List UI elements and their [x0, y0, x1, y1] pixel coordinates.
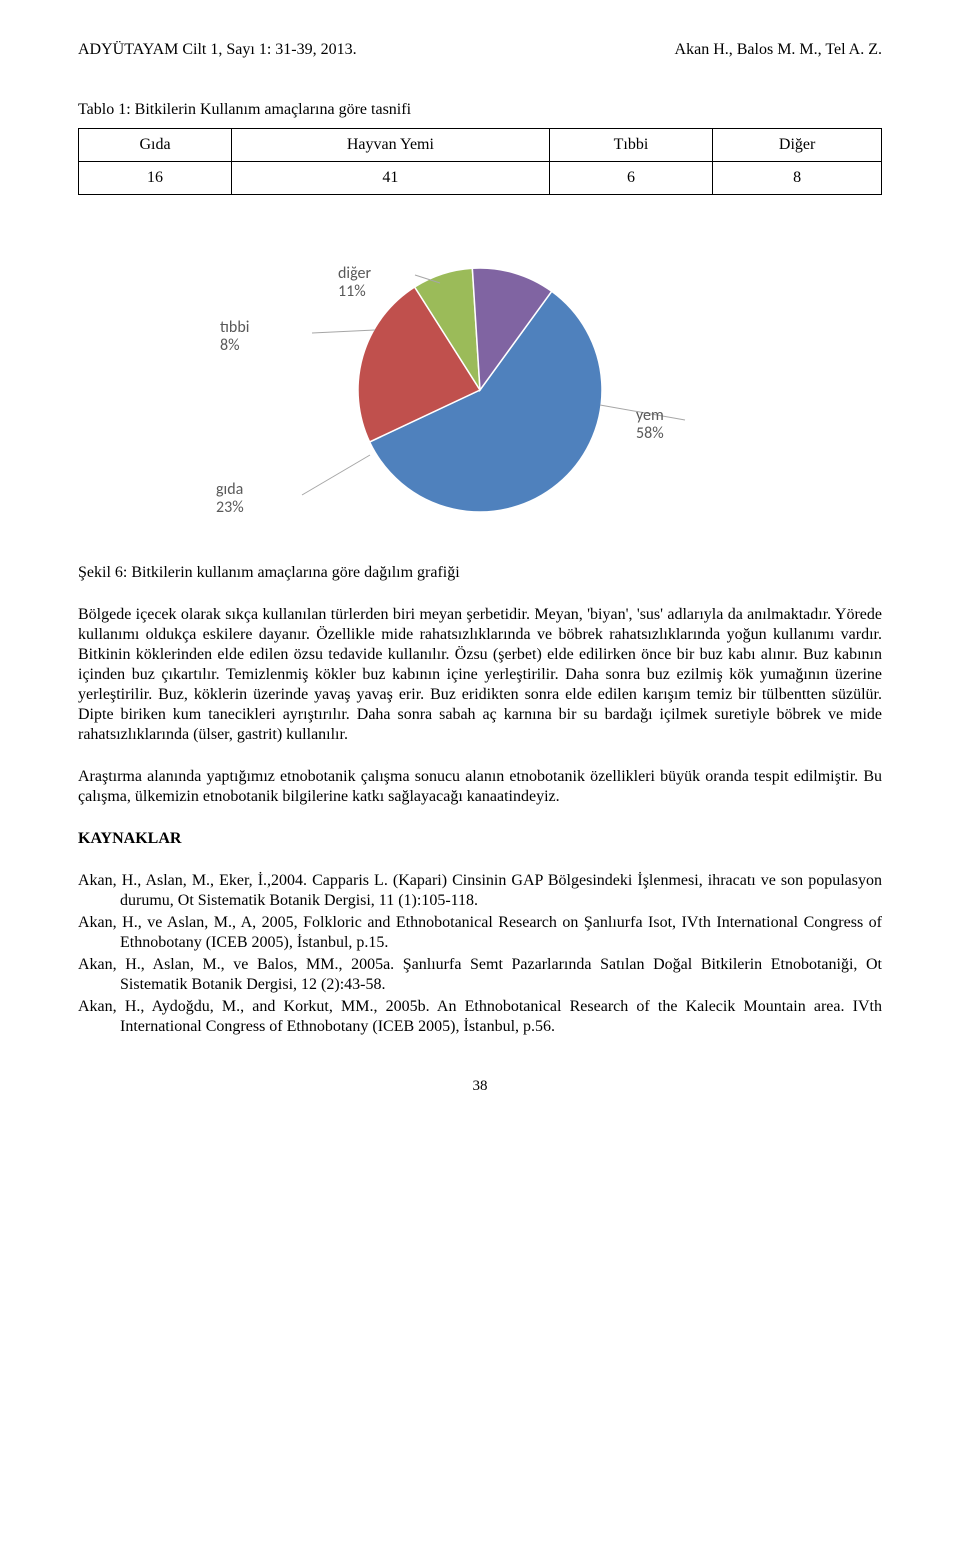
table-col-tibbi: Tıbbi: [549, 129, 713, 162]
table-caption: Tablo 1: Bitkilerin Kullanım amaçlarına …: [78, 100, 882, 120]
page-number: 38: [78, 1077, 882, 1096]
table-header-row: Gıda Hayvan Yemi Tıbbi Diğer: [79, 129, 882, 162]
pie-label-text: yem: [636, 406, 664, 425]
reference-item: Akan, H., Aslan, M., Eker, İ.,2004. Capp…: [78, 871, 882, 911]
pie-label-text: diğer: [338, 264, 371, 283]
header-left: ADYÜTAYAM Cilt 1, Sayı 1: 31-39, 2013.: [78, 40, 357, 60]
table-row: 16 41 6 8: [79, 162, 882, 195]
reference-item: Akan, H., Aydoğdu, M., and Korkut, MM., …: [78, 997, 882, 1037]
body-paragraph-1: Bölgede içecek olarak sıkça kullanılan t…: [78, 605, 882, 745]
pie-label-pct: 23%: [216, 498, 244, 517]
pie-label-pct: 11%: [338, 282, 366, 301]
reference-item: Akan, H., Aslan, M., ve Balos, MM., 2005…: [78, 955, 882, 995]
table-col-gida: Gıda: [79, 129, 232, 162]
pie-label-tibbi: tıbbi 8%: [220, 319, 249, 354]
references-heading: KAYNAKLAR: [78, 829, 882, 849]
classification-table: Gıda Hayvan Yemi Tıbbi Diğer 16 41 6 8: [78, 128, 882, 195]
references-list: Akan, H., Aslan, M., Eker, İ.,2004. Capp…: [78, 871, 882, 1037]
table-cell: 8: [713, 162, 882, 195]
pie-label-yem: yem 58%: [636, 407, 664, 442]
reference-item: Akan, H., ve Aslan, M., A, 2005, Folklor…: [78, 913, 882, 953]
pie-label-text: gıda: [216, 480, 243, 499]
table-col-diger: Diğer: [713, 129, 882, 162]
body-paragraph-2: Araştırma alanında yaptığımız etnobotani…: [78, 767, 882, 807]
header-right: Akan H., Balos M. M., Tel A. Z.: [675, 40, 882, 60]
running-header: ADYÜTAYAM Cilt 1, Sayı 1: 31-39, 2013. A…: [78, 40, 882, 60]
table-col-hayvan-yemi: Hayvan Yemi: [232, 129, 550, 162]
pie-label-pct: 58%: [636, 424, 664, 443]
table-cell: 16: [79, 162, 232, 195]
table-cell: 41: [232, 162, 550, 195]
pie-label-pct: 8%: [220, 336, 240, 355]
table-cell: 6: [549, 162, 713, 195]
pie-label-gida: gıda 23%: [216, 481, 244, 516]
pie-label-text: tıbbi: [220, 318, 249, 337]
pie-label-diger: diğer 11%: [338, 265, 371, 300]
figure-caption: Şekil 6: Bitkilerin kullanım amaçlarına …: [78, 563, 882, 583]
pie-chart: diğer 11% tıbbi 8% gıda 23% yem 58%: [78, 225, 882, 555]
